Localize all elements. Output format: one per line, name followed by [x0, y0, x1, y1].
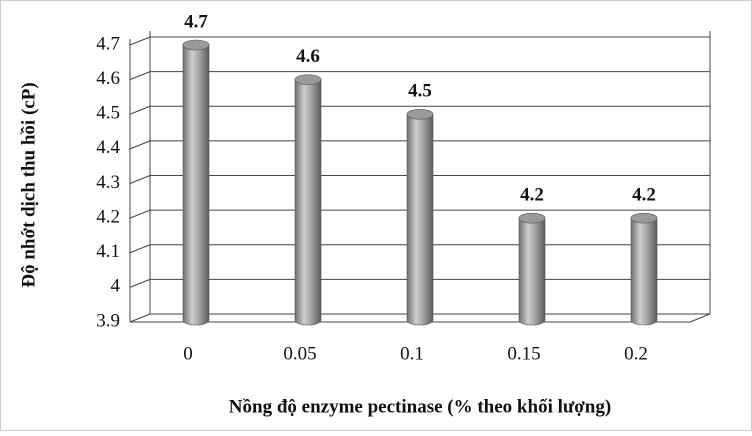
- y-tick-label: 4.3: [96, 172, 120, 193]
- grid-line-side: [129, 105, 151, 115]
- y-tick-label: 4.2: [96, 206, 120, 227]
- y-tick-label: 4.7: [96, 33, 120, 54]
- x-tick-label: 0.2: [624, 343, 648, 364]
- value-label: 4.5: [408, 81, 432, 102]
- grid-line-side: [129, 140, 151, 150]
- x-tick-label: 0.05: [283, 343, 316, 364]
- grid-line-side: [129, 71, 151, 81]
- bar: [406, 108, 434, 326]
- value-label: 4.2: [632, 184, 656, 205]
- grid-line-side: [129, 278, 151, 288]
- x-tick-label: 0: [183, 343, 193, 364]
- grid-line-side: [129, 175, 151, 184]
- value-label: 4.6: [296, 46, 320, 67]
- y-tick-label: 4.5: [96, 103, 120, 124]
- x-tick-label: 0.1: [400, 343, 424, 364]
- value-label: 4.7: [184, 11, 208, 32]
- grid-line-side: [129, 209, 151, 219]
- bar: [294, 74, 322, 326]
- y-axis-label: Độ nhớt dịch thu hồi (cP): [18, 82, 39, 287]
- y-tick-label: 4.4: [96, 137, 120, 158]
- y-tick-label: 4: [111, 276, 121, 297]
- bar: [630, 212, 658, 326]
- x-axis-label: Nồng độ enzyme pectinase (% theo khối lư…: [229, 396, 611, 417]
- bar: [518, 212, 546, 326]
- grid-line-side: [129, 313, 151, 323]
- value-label: 4.2: [520, 184, 544, 205]
- x-tick-label: 0.15: [507, 343, 540, 364]
- y-tick-label: 4.6: [96, 68, 120, 89]
- grid-line-side: [129, 244, 151, 254]
- grid-line-side: [129, 36, 151, 46]
- y-tick-label: 3.9: [96, 310, 120, 331]
- y-tick-label: 4.1: [96, 241, 120, 262]
- bar: [182, 39, 210, 326]
